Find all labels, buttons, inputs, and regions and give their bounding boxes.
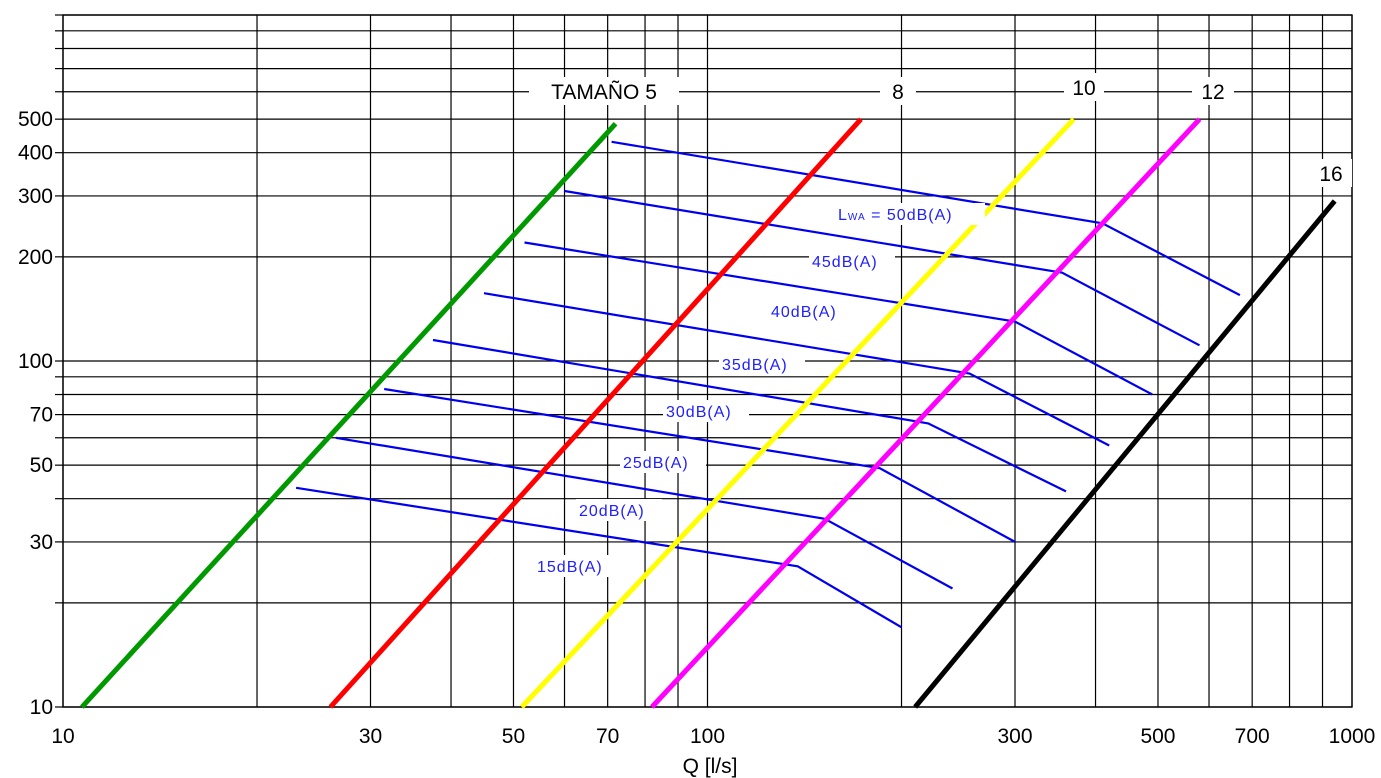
noise-line xyxy=(564,189,1201,347)
noise-line xyxy=(524,241,1153,396)
y-tick-label: 50 xyxy=(30,454,53,477)
noise-lines xyxy=(295,140,1241,629)
x-tick-label: 10 xyxy=(51,725,74,748)
noise-label-text: 30dB(A) xyxy=(666,404,732,421)
noise-label-text: 15dB(A) xyxy=(537,559,603,576)
noise-label-bg xyxy=(620,451,706,473)
noise-label-bg xyxy=(719,353,805,375)
noise-line xyxy=(384,387,1016,543)
size-line xyxy=(650,117,1202,709)
noise-label-text: 20dB(A) xyxy=(579,503,645,520)
noise-label: 15dB(A) xyxy=(537,559,603,576)
size-label-bg xyxy=(1310,159,1352,187)
y-tick-label: 300 xyxy=(18,185,53,208)
noise-label-text: 35dB(A) xyxy=(722,357,788,374)
size-label: 12 xyxy=(1201,81,1224,104)
noise-label: 20dB(A) xyxy=(579,503,645,520)
noise-label-subscript: WA xyxy=(848,212,866,223)
y-tick-label: 70 xyxy=(30,404,53,427)
x-tick-label: 1000 xyxy=(1329,725,1376,748)
noise-line xyxy=(432,338,1067,493)
y-tick-label: 400 xyxy=(18,142,53,165)
x-axis-label: Q [l/s] xyxy=(683,755,738,778)
y-tick-label: 30 xyxy=(30,531,53,554)
size-label: 16 xyxy=(1319,163,1342,186)
size-label: TAMAÑO 5 xyxy=(551,80,657,104)
size-line xyxy=(913,199,1337,709)
noise-label-bg xyxy=(576,499,662,521)
noise-label-bg xyxy=(768,300,854,322)
size-line xyxy=(328,117,863,709)
y-tick-label: 100 xyxy=(18,350,53,373)
noise-label: LWA = 50dB(A) xyxy=(838,207,953,224)
x-tick-label: 700 xyxy=(1235,725,1270,748)
size-label: 8 xyxy=(892,81,904,104)
noise-line xyxy=(295,486,903,629)
size-label-bg xyxy=(880,77,916,105)
noise-label: 45dB(A) xyxy=(812,254,878,271)
x-tick-label: 300 xyxy=(997,725,1032,748)
noise-line xyxy=(483,292,1110,447)
size-line xyxy=(80,122,618,709)
x-tick-label: 100 xyxy=(690,725,725,748)
noise-label-bg xyxy=(835,203,985,225)
noise-label-text: 40dB(A) xyxy=(771,304,837,321)
x-tick-label: 70 xyxy=(596,725,619,748)
noise-label-bg xyxy=(534,555,620,577)
noise-label: 30dB(A) xyxy=(666,404,732,421)
noise-label: 25dB(A) xyxy=(623,455,689,472)
x-tick-label: 500 xyxy=(1140,725,1175,748)
noise-label-text: 45dB(A) xyxy=(812,254,878,271)
noise-label-text: = 50dB(A) xyxy=(866,207,953,224)
axis-ticks: 10 30 50 70 100 300 500 700 1000 10 30 50 70 100 200 30… xyxy=(18,108,1375,748)
noise-label-bg xyxy=(663,400,749,422)
size-label-bg xyxy=(529,77,679,105)
noise-label-prefix: L xyxy=(838,207,848,224)
x-tick-label: 30 xyxy=(359,725,382,748)
chart-grid xyxy=(55,14,1353,708)
size-label-bg xyxy=(1064,73,1104,101)
noise-label: 40dB(A) xyxy=(771,304,837,321)
y-tick-label: 500 xyxy=(18,108,53,131)
y-tick-label: 200 xyxy=(18,246,53,269)
noise-label-text: 25dB(A) xyxy=(623,455,689,472)
size-label-bg xyxy=(1192,77,1234,105)
series-labels: TAMAÑO 5 8 10 12 16 LWA = 50dB(A) 45dB(A) 40dB(… xyxy=(529,73,1352,577)
y-tick-label: 10 xyxy=(30,696,53,719)
noise-label-bg xyxy=(809,250,895,272)
noise-label: 35dB(A) xyxy=(722,357,788,374)
x-tick-label: 50 xyxy=(502,725,525,748)
size-label: 10 xyxy=(1072,77,1095,100)
